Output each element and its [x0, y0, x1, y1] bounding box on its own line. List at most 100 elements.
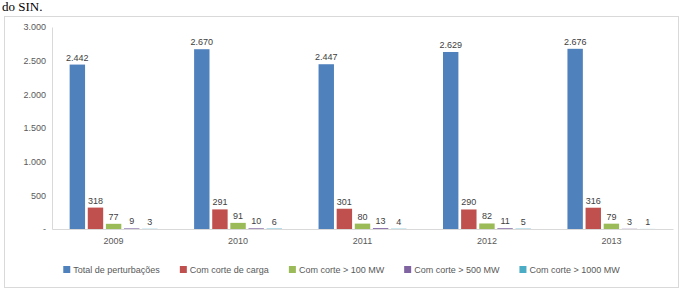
data-label: 13: [376, 216, 386, 226]
x-tick: 2010: [228, 229, 248, 246]
bar: [586, 208, 601, 229]
data-label: 291: [212, 197, 227, 207]
legend-swatch: [289, 266, 296, 273]
bar: [373, 228, 388, 229]
bar: [515, 228, 530, 229]
series: [88, 208, 601, 229]
data-label: 82: [482, 211, 492, 221]
bar: [70, 65, 85, 229]
x-tick: 2012: [477, 229, 497, 246]
y-tick-label: -: [43, 224, 46, 234]
data-label: 1: [645, 217, 650, 227]
bar: [88, 208, 103, 229]
bar: [142, 228, 157, 229]
y-tick: 2.500: [23, 56, 52, 66]
bar: [248, 228, 263, 229]
legend-item: Com corte > 1000 MW: [519, 265, 620, 275]
data-label: 91: [233, 211, 243, 221]
legend-label: Com corte > 500 MW: [414, 265, 500, 275]
legend-label: Com corte > 100 MW: [299, 265, 385, 275]
data-label: 3: [147, 217, 152, 227]
data-label: 11: [500, 216, 509, 226]
bar: [391, 228, 406, 229]
x-tick: 2011: [353, 229, 372, 246]
x-tick: 2009: [104, 229, 124, 246]
x-tick-label: 2012: [477, 236, 497, 246]
bar: [479, 223, 494, 229]
legend-item: Com corte > 100 MW: [289, 265, 385, 275]
bar: [124, 228, 139, 229]
caption: do SIN.: [2, 0, 42, 14]
legend-item: Total de perturbações: [63, 265, 160, 275]
bar: [640, 228, 655, 229]
data-label: 5: [521, 217, 526, 227]
legend-label: Com corte de carga: [190, 265, 269, 275]
data-label: 2.447: [315, 52, 338, 62]
bar: [497, 228, 512, 229]
series: [124, 228, 637, 229]
bar: [461, 209, 476, 229]
data-label: 301: [337, 197, 352, 207]
data-label: 318: [88, 196, 103, 206]
y-tick-label: 500: [31, 191, 46, 201]
bar: [604, 224, 619, 229]
y-tick: 1.000: [23, 157, 52, 167]
data-label: 9: [129, 216, 134, 226]
series: [106, 223, 619, 229]
data-label: 80: [357, 212, 367, 222]
data-label: 6: [272, 217, 277, 227]
series: [70, 49, 583, 229]
legend-swatch: [63, 266, 70, 273]
y-tick-label: 2.500: [23, 56, 46, 66]
legend-label: Total de perturbações: [73, 265, 160, 275]
data-label: 79: [606, 212, 616, 222]
bar: [355, 224, 370, 229]
bar: [337, 209, 352, 229]
bar: [443, 52, 458, 229]
x-tick-label: 2009: [104, 236, 124, 246]
bar: [230, 223, 245, 229]
x-tick-label: 2010: [228, 236, 248, 246]
y-tick: 1.500: [23, 123, 52, 133]
legend-swatch: [404, 266, 411, 273]
data-label: 290: [461, 197, 476, 207]
y-tick: 500: [31, 191, 52, 201]
y-tick-label: 1.500: [23, 123, 46, 133]
y-tick-label: 3.000: [23, 22, 46, 32]
legend-swatch: [519, 266, 526, 273]
data-label: 10: [251, 216, 261, 226]
legend-label: Com corte > 1000 MW: [529, 265, 620, 275]
data-label: 316: [586, 196, 601, 206]
y-tick: 2.000: [23, 90, 52, 100]
bar: [319, 64, 334, 229]
legend-swatch: [180, 266, 187, 273]
y-tick-label: 1.000: [23, 157, 46, 167]
x-tick-label: 2013: [601, 236, 621, 246]
series: [142, 228, 655, 229]
bar: [267, 228, 282, 229]
y-tick-label: 2.000: [23, 90, 46, 100]
bar: [194, 49, 209, 229]
chart-frame: [5, 17, 679, 288]
y-axis: - 500 1.000 1.500 2.000 2.500 3.000: [23, 22, 52, 234]
bar: [106, 224, 121, 229]
data-label: 2.670: [191, 37, 214, 47]
data-labels: 2.4422.6702.4472.6292.676318291301290316…: [66, 37, 650, 227]
x-tick-label: 2011: [353, 236, 372, 246]
x-axis-line: [53, 229, 674, 230]
x-axis: 2009 2010 2011 2012 2013: [53, 229, 674, 246]
bar: [212, 209, 227, 229]
data-label: 2.442: [66, 53, 89, 63]
x-tick: 2013: [601, 229, 621, 246]
bar: [622, 228, 637, 229]
y-tick: 3.000: [23, 22, 52, 32]
data-label: 2.629: [439, 40, 462, 50]
legend-item: Com corte de carga: [180, 265, 269, 275]
data-label: 77: [109, 212, 119, 222]
y-tick: -: [43, 224, 52, 234]
legend-item: Com corte > 500 MW: [404, 265, 500, 275]
data-label: 4: [396, 217, 401, 227]
bar: [567, 49, 582, 229]
data-label: 2.676: [564, 37, 587, 47]
y-axis-line: [52, 28, 53, 230]
